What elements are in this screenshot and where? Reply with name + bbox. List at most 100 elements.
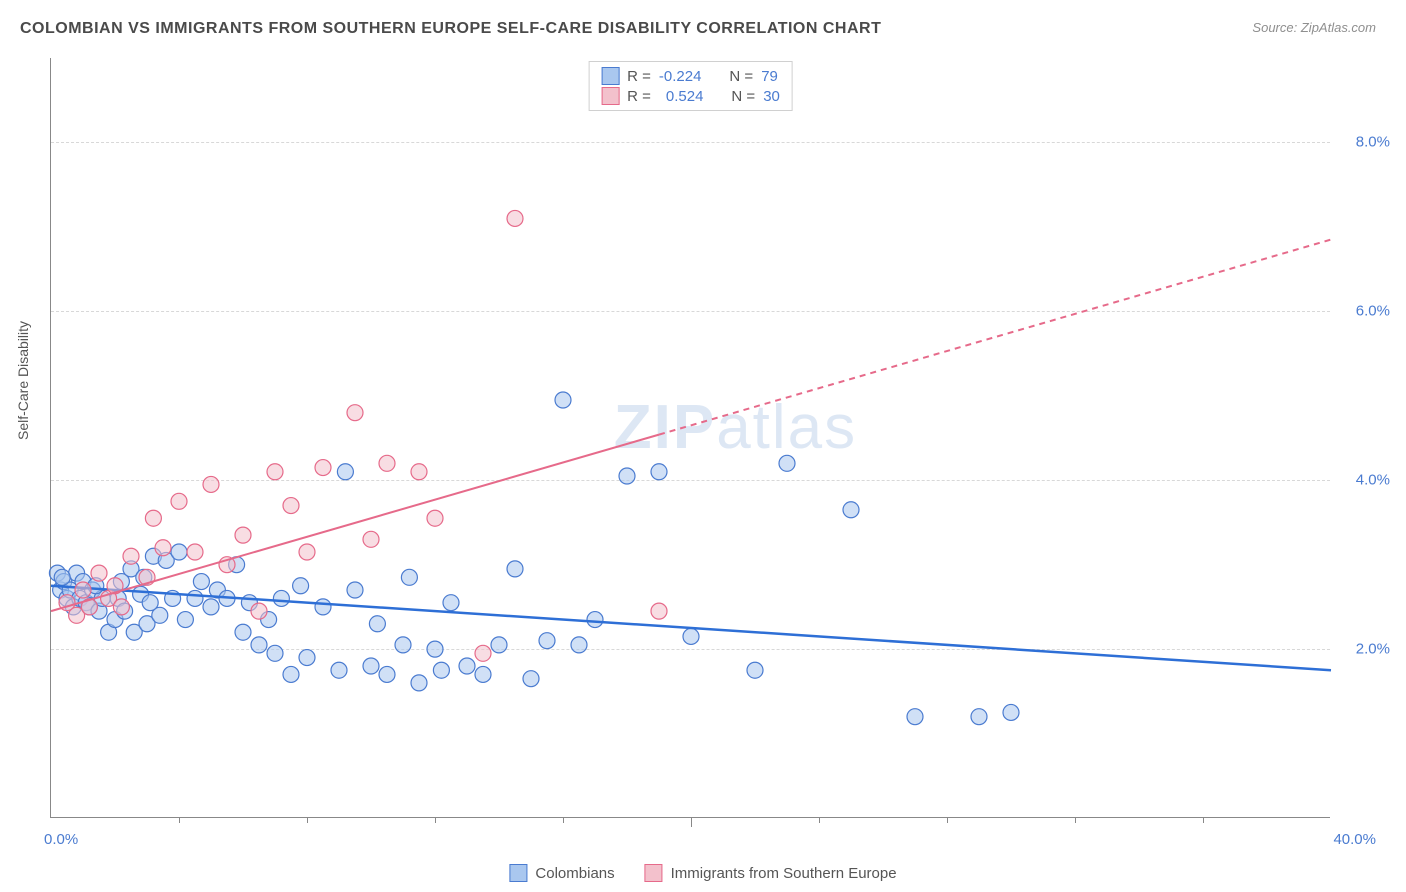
scatter-point	[651, 603, 667, 619]
scatter-point	[299, 544, 315, 560]
scatter-point	[315, 599, 331, 615]
scatter-point	[475, 645, 491, 661]
x-axis-min-label: 0.0%	[44, 831, 78, 848]
x-tick	[1203, 817, 1204, 823]
legend-stats-box: R = -0.224 N = 79 R = 0.524 N = 30	[588, 61, 793, 111]
scatter-point	[187, 544, 203, 560]
scatter-point	[235, 527, 251, 543]
scatter-point	[267, 645, 283, 661]
scatter-point	[411, 675, 427, 691]
scatter-point	[187, 590, 203, 606]
scatter-point	[747, 662, 763, 678]
y-axis-label: Self-Care Disability	[15, 321, 31, 440]
scatter-point	[779, 455, 795, 471]
scatter-point	[971, 709, 987, 725]
scatter-point	[507, 561, 523, 577]
scatter-point	[347, 582, 363, 598]
scatter-point	[267, 464, 283, 480]
scatter-point	[273, 590, 289, 606]
scatter-point	[155, 540, 171, 556]
scatter-point	[491, 637, 507, 653]
scatter-point	[539, 633, 555, 649]
scatter-point	[427, 641, 443, 657]
scatter-point	[203, 476, 219, 492]
x-axis-max-label: 40.0%	[1333, 831, 1376, 848]
n-value-1: 30	[763, 88, 780, 105]
scatter-point	[651, 464, 667, 480]
x-tick	[947, 817, 948, 823]
n-label-1: N =	[731, 88, 755, 105]
scatter-point	[171, 493, 187, 509]
r-label-1: R =	[627, 88, 651, 105]
scatter-point	[1003, 704, 1019, 720]
scatter-point	[54, 569, 70, 585]
scatter-point	[523, 671, 539, 687]
scatter-point	[555, 392, 571, 408]
scatter-point	[145, 510, 161, 526]
x-tick	[819, 817, 820, 823]
scatter-point	[142, 595, 158, 611]
scatter-point	[401, 569, 417, 585]
scatter-point	[177, 612, 193, 628]
scatter-point	[251, 603, 267, 619]
scatter-point	[299, 650, 315, 666]
legend-stats-row-0: R = -0.224 N = 79	[601, 66, 780, 86]
x-tick	[435, 817, 436, 823]
x-tick	[1075, 817, 1076, 823]
source-attribution: Source: ZipAtlas.com	[1252, 20, 1376, 35]
scatter-point	[443, 595, 459, 611]
x-tick-major	[691, 817, 692, 827]
scatter-point	[427, 510, 443, 526]
scatter-point	[369, 616, 385, 632]
regression-line-dashed	[659, 240, 1331, 435]
scatter-point	[235, 624, 251, 640]
chart-title: COLOMBIAN VS IMMIGRANTS FROM SOUTHERN EU…	[20, 20, 881, 38]
scatter-point	[171, 544, 187, 560]
scatter-point	[363, 531, 379, 547]
y-tick-label: 4.0%	[1356, 472, 1390, 489]
scatter-point	[907, 709, 923, 725]
scatter-point	[315, 460, 331, 476]
scatter-point	[113, 599, 129, 615]
scatter-point	[347, 405, 363, 421]
y-tick-label: 8.0%	[1356, 134, 1390, 151]
scatter-point	[587, 612, 603, 628]
scatter-point	[91, 565, 107, 581]
legend-bottom: Colombians Immigrants from Southern Euro…	[509, 864, 896, 882]
scatter-point	[251, 637, 267, 653]
scatter-point	[507, 210, 523, 226]
scatter-point	[363, 658, 379, 674]
scatter-point	[379, 455, 395, 471]
scatter-point	[337, 464, 353, 480]
scatter-point	[571, 637, 587, 653]
r-value-1: 0.524	[659, 88, 704, 105]
scatter-point	[395, 637, 411, 653]
y-tick-label: 2.0%	[1356, 641, 1390, 658]
scatter-point	[203, 599, 219, 615]
x-tick	[179, 817, 180, 823]
chart-plot-area: ZIPatlas R = -0.224 N = 79 R = 0.524 N =…	[50, 58, 1330, 818]
scatter-point	[379, 666, 395, 682]
r-value-0: -0.224	[659, 68, 702, 85]
legend-bottom-swatch-0	[509, 864, 527, 882]
source-label: Source:	[1252, 20, 1297, 35]
scatter-point	[459, 658, 475, 674]
n-label-0: N =	[729, 68, 753, 85]
legend-bottom-swatch-1	[645, 864, 663, 882]
scatter-point	[193, 574, 209, 590]
scatter-point	[75, 582, 91, 598]
legend-swatch-0	[601, 67, 619, 85]
scatter-point	[433, 662, 449, 678]
x-tick	[307, 817, 308, 823]
scatter-point	[123, 548, 139, 564]
legend-bottom-item-1: Immigrants from Southern Europe	[645, 864, 897, 882]
scatter-point	[843, 502, 859, 518]
scatter-point	[683, 628, 699, 644]
legend-bottom-label-0: Colombians	[535, 865, 614, 882]
scatter-point	[293, 578, 309, 594]
source-name: ZipAtlas.com	[1301, 20, 1376, 35]
scatter-point	[619, 468, 635, 484]
legend-bottom-item-0: Colombians	[509, 864, 614, 882]
scatter-point	[475, 666, 491, 682]
y-tick-label: 6.0%	[1356, 303, 1390, 320]
